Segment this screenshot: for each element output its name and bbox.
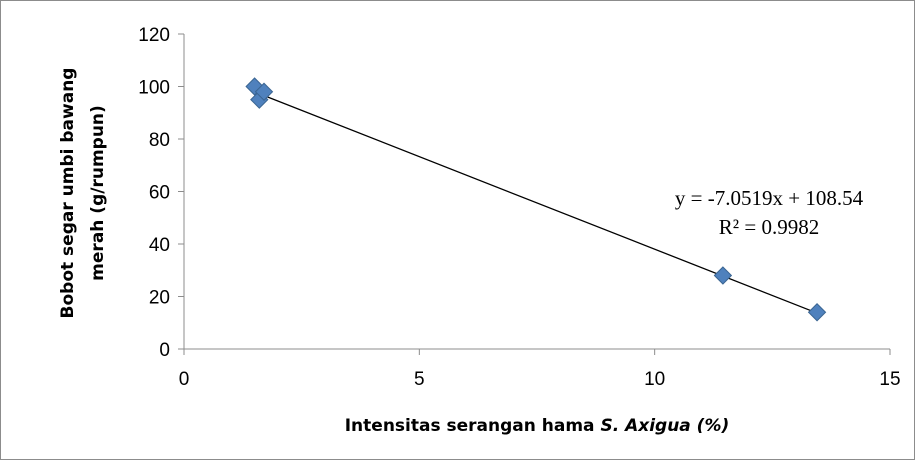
x-tick-label: 5 bbox=[414, 369, 425, 390]
data-points bbox=[245, 77, 827, 322]
x-axis-title: Intensitas serangan hama S. Axigua (%) bbox=[345, 416, 730, 436]
y-tick-labels: 0 20 40 60 80 100 120 bbox=[138, 25, 170, 361]
y-tick-label: 80 bbox=[149, 130, 170, 151]
trendline-equation: y = -7.0519x + 108.54 bbox=[675, 186, 864, 210]
y-axis-title-line1: Bobot segar umbi bawang bbox=[58, 68, 78, 319]
axes bbox=[178, 33, 891, 355]
x-tick-label: 0 bbox=[179, 369, 190, 390]
x-tick-labels: 0 5 10 15 bbox=[179, 369, 901, 390]
y-tick-label: 100 bbox=[138, 78, 170, 99]
y-tick-label: 40 bbox=[149, 235, 170, 256]
x-axis-title-main: Intensitas serangan hama bbox=[345, 416, 601, 436]
trendline-r-squared: R² = 0.9982 bbox=[719, 215, 819, 239]
y-tick-label: 60 bbox=[149, 183, 170, 204]
y-tick-label: 120 bbox=[138, 25, 170, 46]
x-tick-label: 10 bbox=[644, 369, 665, 390]
x-axis-title-italic: S. Axigua (%) bbox=[600, 416, 729, 436]
y-axis-title-line2: merah (g/rumpun) bbox=[88, 105, 108, 281]
data-point bbox=[713, 266, 733, 285]
data-point bbox=[254, 82, 274, 101]
y-tick-label: 20 bbox=[149, 288, 170, 309]
y-tick-label: 0 bbox=[159, 340, 170, 361]
data-point bbox=[807, 303, 827, 322]
x-tick-label: 15 bbox=[879, 369, 900, 390]
